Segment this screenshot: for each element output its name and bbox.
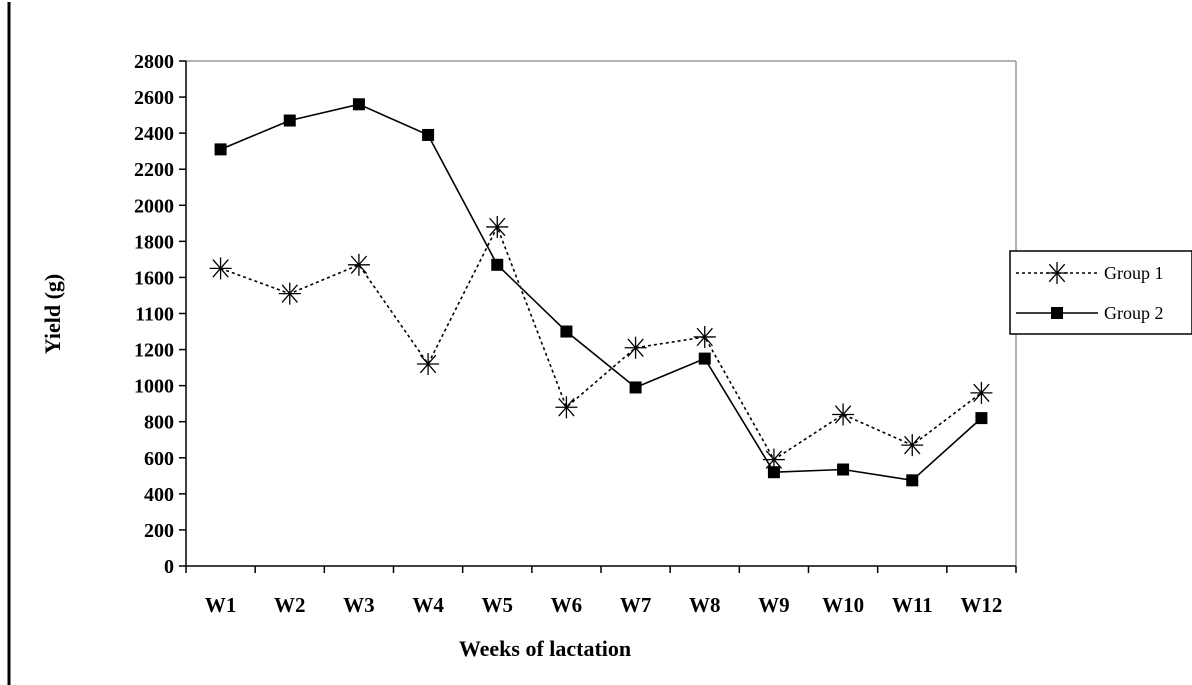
x-tick-label: W4	[412, 593, 444, 617]
data-point-asterisk	[347, 253, 370, 276]
y-tick-label: 2200	[134, 159, 174, 181]
data-point-square	[629, 381, 642, 394]
y-tick-label: 1100	[135, 304, 174, 326]
x-tick-label: W6	[551, 593, 583, 617]
data-point-asterisk	[901, 434, 924, 457]
y-tick-label: 800	[144, 412, 174, 434]
y-tick-label: 1800	[134, 231, 174, 253]
data-point-asterisk	[417, 353, 440, 375]
x-tick-label: W10	[822, 593, 864, 617]
data-point-square	[214, 143, 227, 156]
x-tick-label: W11	[892, 593, 933, 617]
series-line-1	[220, 224, 982, 461]
data-point-asterisk	[278, 282, 301, 305]
data-point-asterisk	[555, 396, 578, 419]
data-point-square	[352, 98, 365, 111]
series-line-2	[220, 103, 982, 482]
data-point-asterisk	[486, 215, 509, 238]
data-point-asterisk	[832, 403, 855, 426]
y-tick-label: 200	[144, 520, 174, 542]
data-point-square	[698, 352, 711, 365]
data-point-asterisk	[1046, 262, 1068, 284]
data-point-square	[975, 412, 988, 425]
data-point-square	[491, 258, 504, 271]
y-axis-ticks: 0 200 400 600 800 1000 1200 1100 1600 1800 2000 220…	[134, 51, 186, 578]
data-point-asterisk	[693, 325, 716, 348]
x-tick-label: W1	[205, 593, 237, 617]
x-tick-label: W8	[689, 593, 721, 617]
y-tick-label: 1200	[134, 340, 174, 362]
y-tick-label: 400	[144, 484, 174, 506]
legend: Group 1 Group 2	[1009, 250, 1192, 335]
data-point-square	[422, 128, 435, 141]
data-point-asterisk	[209, 257, 232, 280]
y-tick-label: 600	[144, 448, 174, 470]
y-tick-label: 0	[164, 556, 174, 578]
data-point-square	[837, 463, 850, 476]
data-point-asterisk	[970, 381, 993, 404]
x-axis-title: Weeks of lactation	[459, 636, 631, 661]
y-axis-title: Yield (g)	[40, 274, 65, 354]
series-layer	[209, 98, 993, 487]
y-tick-label: 2000	[134, 195, 174, 217]
y-tick-label: 1000	[134, 376, 174, 398]
y-tick-label: 2800	[134, 51, 174, 73]
data-point-square	[1051, 307, 1063, 319]
x-tick-label: W9	[758, 593, 790, 617]
x-tick-label: W7	[620, 593, 652, 617]
x-tick-label: W3	[343, 593, 375, 617]
legend-label: Group 1	[1104, 263, 1164, 283]
y-tick-label: 2600	[134, 87, 174, 109]
legend-box	[1009, 250, 1192, 335]
x-tick-label: W2	[274, 593, 306, 617]
data-point-square	[767, 466, 780, 479]
data-point-square	[283, 114, 296, 127]
data-point-square	[906, 474, 919, 487]
y-tick-label: 1600	[134, 267, 174, 289]
data-point-square	[560, 325, 573, 338]
y-tick-label: 2400	[134, 123, 174, 145]
x-tick-label: W5	[482, 593, 514, 617]
x-tick-label: W12	[960, 593, 1002, 617]
legend-label: Group 2	[1104, 303, 1164, 323]
data-point-asterisk	[624, 336, 647, 359]
x-axis-ticks: W1 W2 W3 W4 W5 W6 W7 W8 W9 W10 W11 W12	[185, 566, 1017, 617]
